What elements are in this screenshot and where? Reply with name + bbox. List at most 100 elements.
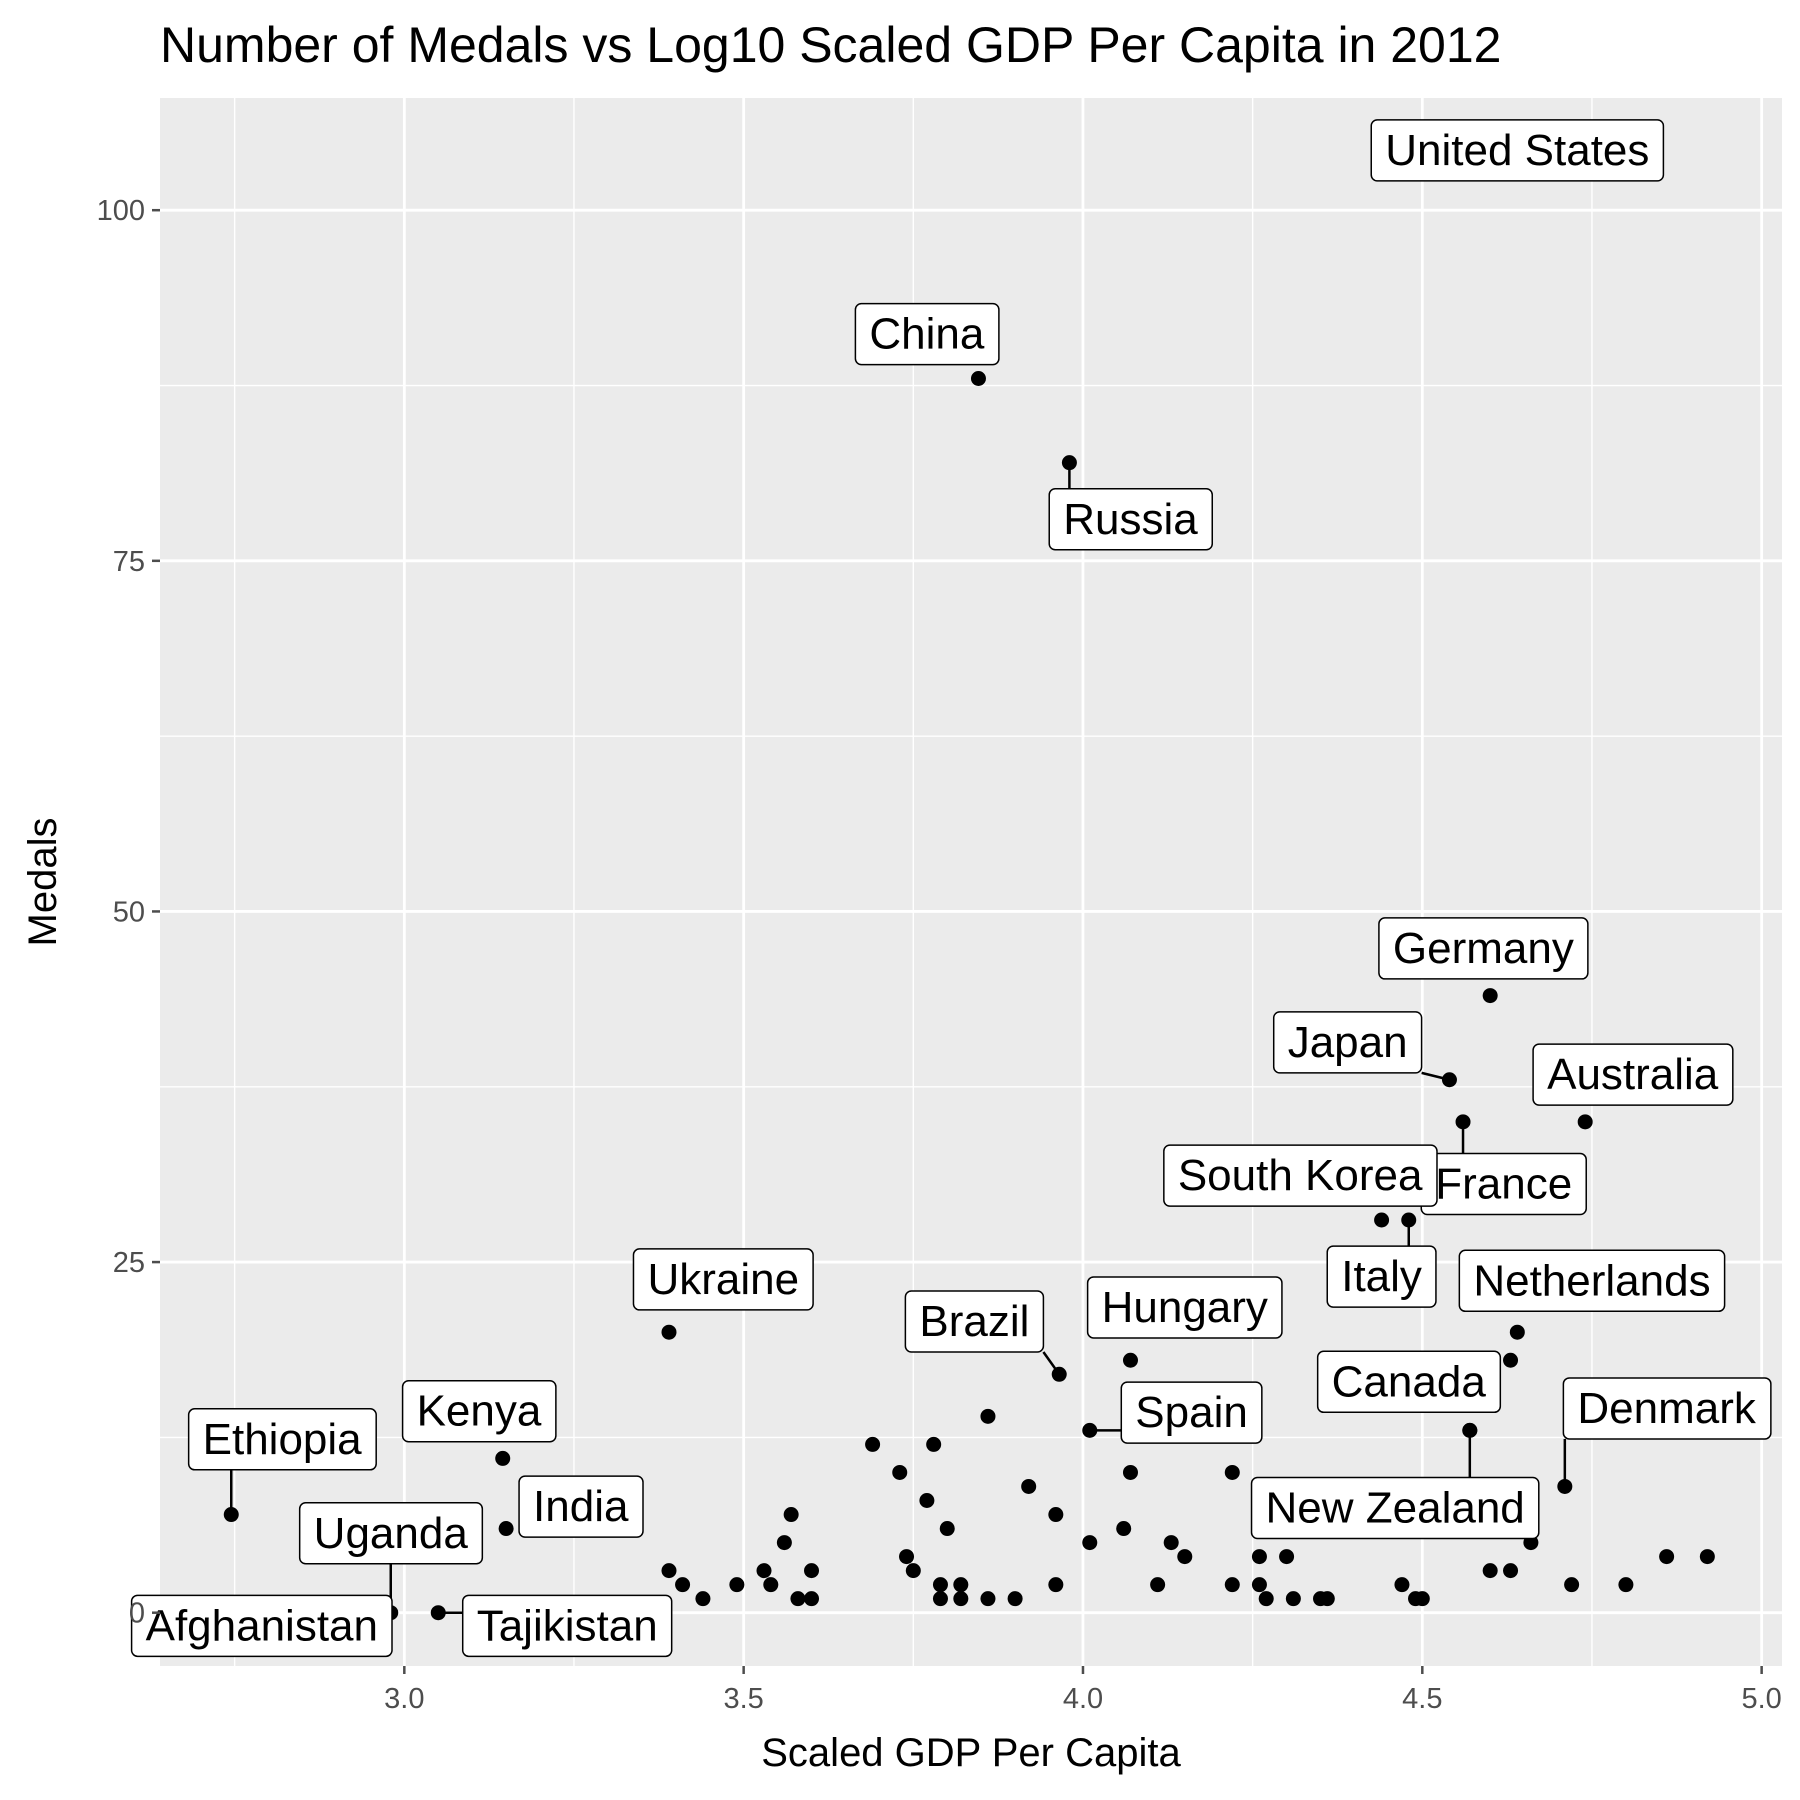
- data-point: [926, 1436, 942, 1452]
- data-point: [1564, 1577, 1580, 1593]
- point-label: New Zealand: [1250, 1476, 1540, 1540]
- data-point: [1401, 1212, 1417, 1228]
- point-label-text: Brazil: [919, 1297, 1029, 1346]
- data-point: [1224, 1577, 1240, 1593]
- y-tick-label: 25: [113, 1247, 145, 1279]
- data-point: [430, 1605, 446, 1621]
- point-label-box: [1086, 1276, 1283, 1339]
- point-label-text: Canada: [1332, 1357, 1487, 1406]
- point-label-box: [1532, 1043, 1734, 1106]
- data-point: [776, 1535, 792, 1551]
- point-label-box: [632, 1248, 814, 1311]
- data-point: [1082, 1535, 1098, 1551]
- point-label: Kenya: [401, 1379, 557, 1443]
- data-point: [939, 1521, 955, 1537]
- data-point: [932, 1591, 948, 1607]
- data-point: [1482, 1563, 1498, 1579]
- data-point: [1163, 1535, 1179, 1551]
- data-point: [1122, 1464, 1138, 1480]
- point-label: United States: [1370, 119, 1665, 182]
- point-label-text: Hungary: [1102, 1283, 1268, 1332]
- point-label-text: Afghanistan: [146, 1601, 378, 1650]
- point-label-text: France: [1435, 1160, 1572, 1209]
- data-point: [1441, 1072, 1457, 1088]
- data-point: [970, 371, 986, 387]
- data-point: [980, 1591, 996, 1607]
- data-point: [932, 1577, 948, 1593]
- data-point: [892, 1464, 908, 1480]
- x-tick-label: 3.5: [723, 1683, 763, 1715]
- point-label: China: [854, 302, 1000, 366]
- data-point: [1414, 1591, 1430, 1607]
- point-label-box: [298, 1502, 484, 1565]
- data-point: [1455, 1114, 1471, 1130]
- point-label: Ukraine: [632, 1248, 814, 1311]
- y-tick-label: 0: [129, 1598, 145, 1630]
- point-label-text: Tajikistan: [477, 1601, 658, 1650]
- data-point: [980, 1408, 996, 1424]
- point-label-text: United States: [1385, 126, 1649, 175]
- point-label: Australia: [1532, 1043, 1734, 1106]
- point-label-box: [1163, 1144, 1438, 1207]
- data-point: [1007, 1591, 1023, 1607]
- data-point: [223, 1507, 239, 1523]
- point-label: Denmark: [1562, 1377, 1772, 1440]
- data-point: [804, 1563, 820, 1579]
- data-point: [1503, 1352, 1519, 1368]
- data-point: [1251, 1577, 1267, 1593]
- data-point: [790, 1591, 806, 1607]
- data-point: [1503, 1563, 1519, 1579]
- point-label-box: [1458, 1249, 1726, 1313]
- point-label-box: [854, 302, 1000, 366]
- data-point: [1319, 1591, 1335, 1607]
- data-point: [1659, 1549, 1675, 1565]
- data-point: [1394, 1577, 1410, 1593]
- data-point: [905, 1563, 921, 1579]
- data-point: [1224, 1464, 1240, 1480]
- x-tick-label: 5.0: [1741, 1683, 1781, 1715]
- data-point: [1116, 1521, 1132, 1537]
- data-point: [1177, 1549, 1193, 1565]
- point-label-box: [1048, 488, 1214, 551]
- data-point: [1462, 1422, 1478, 1438]
- data-point: [1150, 1577, 1166, 1593]
- point-label: Italy: [1326, 1245, 1437, 1308]
- data-point: [1051, 1366, 1067, 1382]
- y-tick-label: 75: [113, 546, 145, 578]
- x-tick-label: 4.5: [1402, 1683, 1442, 1715]
- point-label-box: [130, 1594, 393, 1658]
- data-point: [495, 1450, 511, 1466]
- point-label: Afghanistan: [130, 1594, 393, 1658]
- data-point: [1258, 1591, 1274, 1607]
- point-labels: United States China Russia Germany Japan Aust…: [130, 119, 1772, 1658]
- data-point: [1285, 1591, 1301, 1607]
- point-label-box: [461, 1594, 673, 1658]
- point-label-text: New Zealand: [1266, 1484, 1525, 1533]
- point-label: France: [1420, 1152, 1587, 1216]
- point-label-box: [1370, 119, 1665, 182]
- chart-title: Number of Medals vs Log10 Scaled GDP Per…: [160, 17, 1501, 73]
- point-label-text: South Korea: [1178, 1151, 1423, 1200]
- data-point: [1482, 988, 1498, 1004]
- data-point: [763, 1577, 779, 1593]
- data-point: [1122, 1352, 1138, 1368]
- point-label-text: China: [869, 310, 984, 359]
- point-label-box: [1272, 1011, 1423, 1074]
- point-label: Spain: [1120, 1381, 1263, 1444]
- point-label-text: Kenya: [417, 1387, 542, 1436]
- data-point: [661, 1563, 677, 1579]
- x-axis: 3.0 3.5 4.0 4.5 5.0: [384, 1666, 1782, 1715]
- point-label: Tajikistan: [461, 1594, 673, 1658]
- point-label: Germany: [1378, 917, 1589, 980]
- data-point: [1061, 455, 1077, 471]
- point-label-text: Ethiopia: [203, 1415, 363, 1464]
- point-label-box: [1120, 1381, 1263, 1444]
- data-point: [1509, 1324, 1525, 1340]
- data-point: [919, 1493, 935, 1509]
- point-label-box: [1562, 1377, 1772, 1440]
- x-tick-label: 3.0: [384, 1683, 424, 1715]
- x-tick-label: 4.0: [1063, 1683, 1103, 1715]
- data-point: [756, 1563, 772, 1579]
